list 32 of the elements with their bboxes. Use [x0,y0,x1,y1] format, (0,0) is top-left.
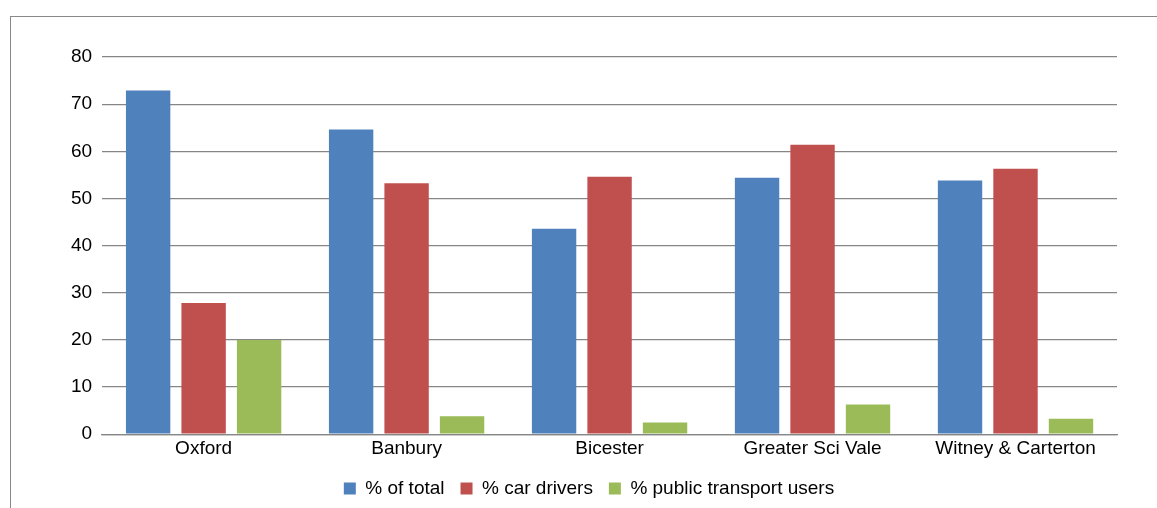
y-tick-label: 80 [70,45,93,67]
bar [384,183,429,434]
x-tick-label: Bicester [575,436,645,458]
bar [125,90,171,434]
x-tick-label: Greater Sci Vale [743,436,882,458]
bar [845,404,891,434]
y-tick-label: 20 [70,328,93,350]
x-tick-label: Witney & Carterton [935,436,1096,458]
bar [439,416,485,434]
legend-label: % car drivers [482,476,593,498]
bar [642,422,688,434]
legend-label: % of total [365,476,445,498]
y-tick-label: 60 [70,139,93,161]
legend-label: % public transport users [630,476,835,498]
y-tick-label: 70 [70,92,93,114]
bar [587,176,632,434]
y-tick-label: 0 [81,422,93,444]
bar [993,168,1038,434]
x-tick-label: Banbury [371,436,443,458]
bar [181,303,226,434]
bar [734,177,780,434]
x-tick-label: Oxford [175,436,233,458]
bar [328,129,374,434]
bar [531,228,577,434]
y-tick-label: 10 [70,375,93,397]
y-tick-label: 40 [70,233,93,255]
bar [236,339,282,434]
bar [937,180,983,434]
bar [1048,418,1094,434]
bar [790,144,835,434]
y-tick-label: 30 [70,280,93,302]
y-tick-label: 50 [70,186,93,208]
